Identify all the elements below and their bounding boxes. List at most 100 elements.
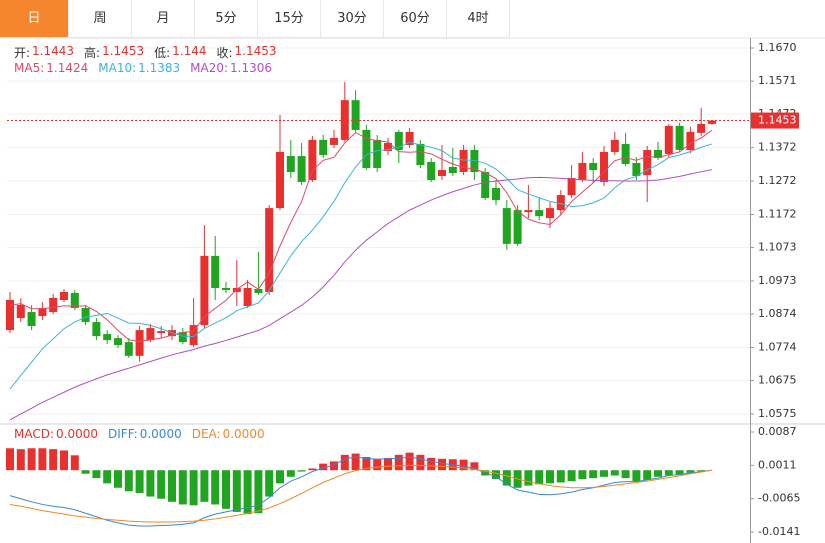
candle-body [427, 161, 436, 181]
macd-bar [168, 470, 176, 502]
period-tab[interactable]: 日 [0, 0, 69, 37]
macd-legend-item: DIFF: 0.0000 [108, 427, 182, 441]
candles [6, 82, 716, 362]
macd-bar [664, 470, 673, 476]
macd-bar [103, 470, 112, 484]
candle-body [157, 331, 166, 334]
candle-body [6, 300, 14, 331]
period-tab[interactable]: 4时 [447, 0, 510, 37]
candle-body [708, 120, 716, 124]
candle-body [178, 332, 187, 343]
legend-name: MACD: [14, 427, 55, 441]
y-tick-label: 1.1571 [758, 74, 797, 87]
macd-bar [405, 452, 414, 471]
macd-bar [124, 470, 133, 492]
period-tab[interactable]: 周 [69, 0, 132, 37]
candle-body [394, 131, 403, 150]
candle-body [524, 210, 533, 213]
candle-body [49, 298, 58, 313]
candle-body [135, 330, 144, 356]
candle-body [222, 287, 230, 290]
y-tick-label: 1.1073 [758, 241, 797, 254]
macd-bar [308, 468, 317, 471]
y-tick-label: 1.1172 [758, 207, 797, 220]
macd-bar [340, 454, 349, 471]
period-tab[interactable]: 5分 [195, 0, 258, 37]
macd-bar [189, 470, 198, 506]
period-tab[interactable]: 15分 [258, 0, 321, 37]
macd-bar [621, 470, 630, 479]
candle-body [481, 172, 490, 199]
legend-value: 1.1424 [46, 61, 89, 75]
period-tab[interactable]: 60分 [384, 0, 447, 37]
macd-bar [459, 459, 468, 471]
candle-body [362, 129, 371, 169]
ohlc-label: 高: [84, 46, 101, 60]
y-tick-label: 1.0675 [758, 374, 797, 387]
candle-body [654, 149, 662, 158]
candle-body [38, 308, 47, 317]
macd-bar [38, 448, 47, 471]
candle-body [27, 312, 36, 327]
macd-bar [686, 470, 695, 473]
candle-body [286, 155, 295, 173]
ohlc-label: 开: [14, 46, 31, 60]
macd-bar [92, 470, 101, 479]
macd-bar [567, 470, 576, 482]
macd-bar [265, 470, 274, 497]
legend-value: 1.1383 [138, 61, 181, 75]
y-tick-label: 0.0087 [758, 425, 797, 438]
ohlc-item: 收: 1.1453 [217, 44, 277, 61]
macd-bar [49, 449, 58, 471]
y-tick-label: 1.0774 [758, 340, 797, 353]
macd-bar [70, 455, 79, 471]
ohlc-item: 低: 1.144 [154, 44, 206, 61]
candle-body [621, 143, 630, 164]
candle-body [578, 162, 587, 181]
legend-name: DEA: [191, 427, 221, 441]
ma-line [9, 141, 713, 390]
candle-body [276, 151, 284, 209]
legend-name: MA20: [190, 61, 228, 75]
candle-body [697, 123, 706, 133]
candle-body [297, 155, 306, 183]
macd-bar [27, 448, 36, 471]
y-tick-label: 1.1272 [758, 174, 797, 187]
ohlc-value: 1.144 [172, 44, 207, 58]
macd-bar [675, 470, 684, 475]
candle-body [448, 167, 457, 174]
candle-body [60, 291, 68, 301]
candle-body [189, 325, 198, 346]
macd-bar [319, 463, 328, 471]
candle-body [675, 125, 684, 150]
candle-body [103, 334, 112, 341]
candle-body [308, 139, 317, 181]
macd-legend: MACD: 0.0000 DIFF: 0.0000 DEA: 0.0000 [14, 427, 265, 441]
ohlc-value: 1.1453 [102, 44, 145, 58]
macd-bar [351, 453, 360, 471]
y-tick-label: 1.1372 [758, 141, 797, 154]
candle-body [589, 162, 598, 171]
ohlc-legend: 开: 1.1443 高: 1.1453 低: 1.144 收: 1.1453 [14, 44, 277, 61]
candle-body [92, 322, 101, 337]
macd-bar [254, 470, 263, 514]
candle-body [416, 143, 425, 165]
macd-line [9, 456, 713, 527]
macd-bar [610, 470, 619, 476]
candle-body [535, 210, 544, 217]
macd-line [9, 464, 713, 523]
ma-legend: MA5: 1.1424 MA10: 1.1383 MA20: 1.1306 [14, 61, 272, 75]
macd-bar [373, 458, 382, 471]
candle-body [459, 149, 468, 173]
macd-bar [589, 470, 598, 479]
macd-bar [416, 454, 425, 471]
macd-bar [211, 470, 220, 505]
macd-bar [232, 470, 241, 512]
candle-body [254, 288, 263, 293]
macd-bar [243, 470, 252, 515]
y-tick-label: -0.0065 [758, 492, 800, 505]
period-tab[interactable]: 30分 [321, 0, 384, 37]
candle-body [124, 342, 133, 356]
period-tab[interactable]: 月 [132, 0, 195, 37]
